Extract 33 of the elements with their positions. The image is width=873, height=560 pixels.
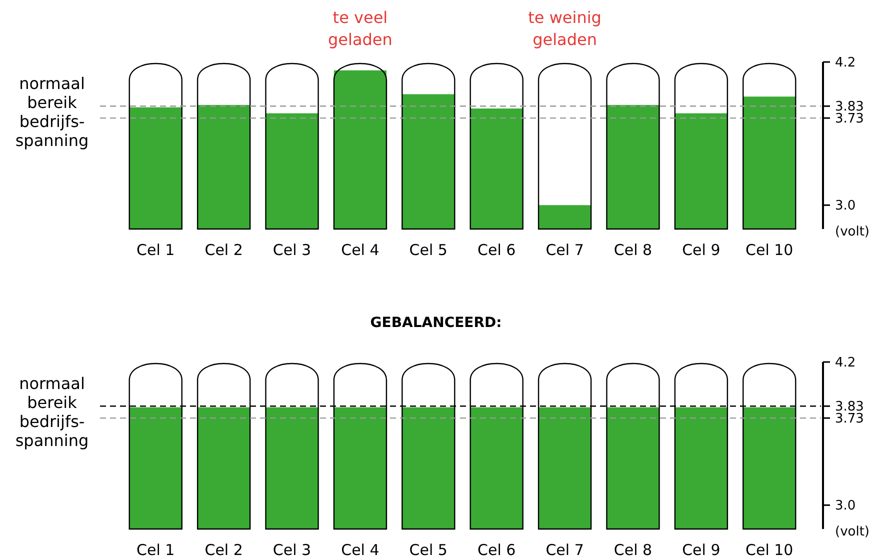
chart-title: GEBALANCEERD: xyxy=(370,315,502,331)
x-tick-label: Cel 5 xyxy=(409,541,448,559)
text: normaal bereik bedrijfs-spanning xyxy=(15,74,89,150)
x-tick-label: Cel 7 xyxy=(546,541,584,559)
x-tick-label: Cel 3 xyxy=(272,541,312,559)
y-tick-label: 3.0 xyxy=(835,498,856,514)
x-tick-label: Cel 10 xyxy=(746,241,794,259)
x-tick-label: Cel 9 xyxy=(682,241,720,259)
y-axis-title: (volt) xyxy=(835,524,870,540)
y-axis-title: (volt) xyxy=(835,224,870,240)
x-tick-label: Cel 2 xyxy=(204,241,243,259)
x-tick-label: Cel 4 xyxy=(341,241,380,259)
y-tick-label: 4.2 xyxy=(835,56,856,71)
x-tick-label: Cel 7 xyxy=(546,241,584,259)
text: te weinig geladen xyxy=(528,8,602,49)
x-tick-label: Cel 1 xyxy=(136,241,175,259)
y-tick-label: 4.2 xyxy=(835,356,856,371)
x-tick-label: Cel 8 xyxy=(614,541,652,559)
x-tick-label: Cel 8 xyxy=(614,241,652,259)
x-tick-label: Cel 10 xyxy=(746,541,794,559)
y-tick-label: 3.73 xyxy=(835,112,864,127)
x-tick-label: Cel 3 xyxy=(272,241,312,259)
y-tick-label: 3.0 xyxy=(835,198,856,214)
x-tick-label: Cel 6 xyxy=(478,241,516,259)
x-tick-label: Cel 9 xyxy=(682,541,720,559)
x-tick-label: Cel 1 xyxy=(136,541,175,559)
text: te veel geladen xyxy=(328,8,392,49)
x-tick-label: Cel 5 xyxy=(409,241,448,259)
x-tick-label: Cel 4 xyxy=(341,541,380,559)
y-tick-label: 3.73 xyxy=(835,412,864,427)
x-tick-label: Cel 2 xyxy=(204,541,243,559)
x-tick-label: Cel 6 xyxy=(478,541,516,559)
text: normaal bereik bedrijfs-spanning xyxy=(15,374,89,450)
